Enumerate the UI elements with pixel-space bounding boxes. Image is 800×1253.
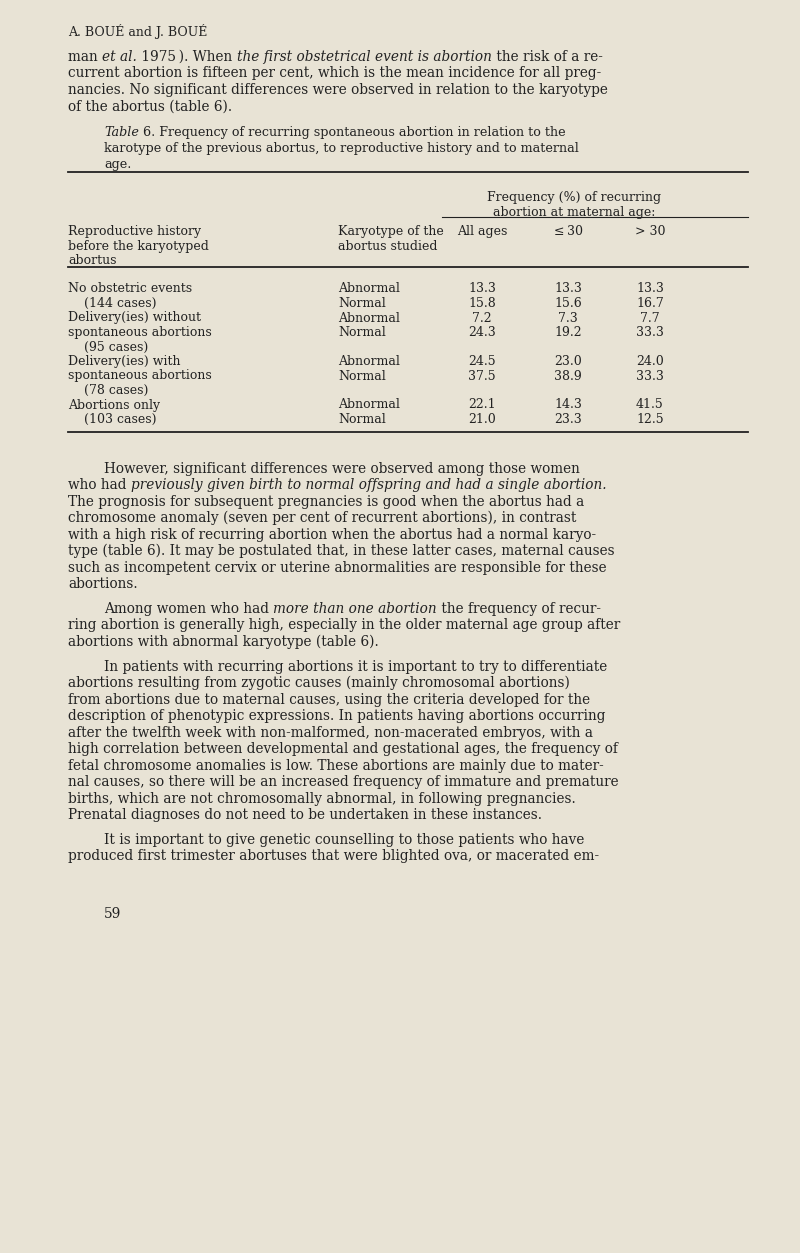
Text: Abortions only: Abortions only xyxy=(68,398,160,411)
Text: The prognosis for subsequent pregnancies is good when the abortus had a: The prognosis for subsequent pregnancies… xyxy=(68,495,584,509)
Text: more than one abortion: more than one abortion xyxy=(274,601,437,615)
Text: current abortion is fifteen per cent, which is the mean incidence for all preg-: current abortion is fifteen per cent, wh… xyxy=(68,66,602,80)
Text: However, significant differences were observed among those women: However, significant differences were ob… xyxy=(104,461,580,476)
Text: fetal chromosome anomalies is low. These abortions are mainly due to mater-: fetal chromosome anomalies is low. These… xyxy=(68,758,604,773)
Text: 13.3: 13.3 xyxy=(468,282,496,296)
Text: type (table 6). It may be postulated that, in these latter cases, maternal cause: type (table 6). It may be postulated tha… xyxy=(68,544,614,559)
Text: the frequency of recur-: the frequency of recur- xyxy=(437,601,601,615)
Text: Among women who had: Among women who had xyxy=(104,601,274,615)
Text: Normal: Normal xyxy=(338,370,386,382)
Text: Normal: Normal xyxy=(338,413,386,426)
Text: Frequency (%) of recurring: Frequency (%) of recurring xyxy=(487,192,661,204)
Text: nal causes, so there will be an increased frequency of immature and premature: nal causes, so there will be an increase… xyxy=(68,776,618,789)
Text: from abortions due to maternal causes, using the criteria developed for the: from abortions due to maternal causes, u… xyxy=(68,693,590,707)
Text: 23.3: 23.3 xyxy=(554,413,582,426)
Text: 7.3: 7.3 xyxy=(558,312,578,325)
Text: 33.3: 33.3 xyxy=(636,370,664,382)
Text: 12.5: 12.5 xyxy=(636,413,664,426)
Text: 13.3: 13.3 xyxy=(554,282,582,296)
Text: after the twelfth week with non-malformed, non-macerated embryos, with a: after the twelfth week with non-malforme… xyxy=(68,725,593,739)
Text: Karyotype of the: Karyotype of the xyxy=(338,226,444,238)
Text: who had: who had xyxy=(68,479,131,492)
Text: 16.7: 16.7 xyxy=(636,297,664,309)
Text: 38.9: 38.9 xyxy=(554,370,582,382)
Text: All ages: All ages xyxy=(457,226,507,238)
Text: karotype of the previous abortus, to reproductive history and to maternal: karotype of the previous abortus, to rep… xyxy=(104,142,579,155)
Text: In patients with recurring abortions it is important to try to differentiate: In patients with recurring abortions it … xyxy=(104,659,607,674)
Text: 24.3: 24.3 xyxy=(468,326,496,340)
Text: 37.5: 37.5 xyxy=(468,370,496,382)
Text: the first obstetrical event is abortion: the first obstetrical event is abortion xyxy=(237,50,491,64)
Text: 6. Frequency of recurring spontaneous abortion in relation to the: 6. Frequency of recurring spontaneous ab… xyxy=(139,125,566,139)
Text: (103 cases): (103 cases) xyxy=(68,413,157,426)
Text: spontaneous abortions: spontaneous abortions xyxy=(68,326,212,340)
Text: abortions with abnormal karyotype (table 6).: abortions with abnormal karyotype (table… xyxy=(68,635,378,649)
Text: Abnormal: Abnormal xyxy=(338,398,400,411)
Text: 14.3: 14.3 xyxy=(554,398,582,411)
Text: produced first trimester abortuses that were blighted ova, or macerated em-: produced first trimester abortuses that … xyxy=(68,850,599,863)
Text: with a high risk of recurring abortion when the abortus had a normal karyo-: with a high risk of recurring abortion w… xyxy=(68,528,596,541)
Text: Abnormal: Abnormal xyxy=(338,282,400,296)
Text: the risk of a re-: the risk of a re- xyxy=(491,50,602,64)
Text: ring abortion is generally high, especially in the older maternal age group afte: ring abortion is generally high, especia… xyxy=(68,618,620,633)
Text: births, which are not chromosomally abnormal, in following pregnancies.: births, which are not chromosomally abno… xyxy=(68,792,576,806)
Text: high correlation between developmental and gestational ages, the frequency of: high correlation between developmental a… xyxy=(68,742,618,756)
Text: 24.5: 24.5 xyxy=(468,355,496,368)
Text: of the abortus (table 6).: of the abortus (table 6). xyxy=(68,99,232,114)
Text: 41.5: 41.5 xyxy=(636,398,664,411)
Text: 15.6: 15.6 xyxy=(554,297,582,309)
Text: 15.8: 15.8 xyxy=(468,297,496,309)
Text: A. BOUÉ and J. BOUÉ: A. BOUÉ and J. BOUÉ xyxy=(68,24,207,39)
Text: 7.7: 7.7 xyxy=(640,312,660,325)
Text: 24.0: 24.0 xyxy=(636,355,664,368)
Text: abortion at maternal age:: abortion at maternal age: xyxy=(493,205,655,219)
Text: Normal: Normal xyxy=(338,326,386,340)
Text: age.: age. xyxy=(104,158,131,170)
Text: (95 cases): (95 cases) xyxy=(68,341,148,353)
Text: 23.0: 23.0 xyxy=(554,355,582,368)
Text: ≤ 30: ≤ 30 xyxy=(554,226,582,238)
Text: 21.0: 21.0 xyxy=(468,413,496,426)
Text: previously given birth to normal offspring and had a single abortion.: previously given birth to normal offspri… xyxy=(131,479,606,492)
Text: Delivery(ies) without: Delivery(ies) without xyxy=(68,312,201,325)
Text: Abnormal: Abnormal xyxy=(338,312,400,325)
Text: No obstetric events: No obstetric events xyxy=(68,282,192,296)
Text: chromosome anomaly (seven per cent of recurrent abortions), in contrast: chromosome anomaly (seven per cent of re… xyxy=(68,511,576,525)
Text: (144 cases): (144 cases) xyxy=(68,297,157,309)
Text: 22.1: 22.1 xyxy=(468,398,496,411)
Text: Abnormal: Abnormal xyxy=(338,355,400,368)
Text: nancies. No significant differences were observed in relation to the karyotype: nancies. No significant differences were… xyxy=(68,83,608,96)
Text: description of phenotypic expressions. In patients having abortions occurring: description of phenotypic expressions. I… xyxy=(68,709,606,723)
Text: abortus studied: abortus studied xyxy=(338,239,438,253)
Text: Reproductive history: Reproductive history xyxy=(68,226,201,238)
Text: It is important to give genetic counselling to those patients who have: It is important to give genetic counsell… xyxy=(104,833,584,847)
Text: abortions.: abortions. xyxy=(68,578,138,591)
Text: 13.3: 13.3 xyxy=(636,282,664,296)
Text: before the karyotyped: before the karyotyped xyxy=(68,239,209,253)
Text: 7.2: 7.2 xyxy=(472,312,492,325)
Text: Prenatal diagnoses do not need to be undertaken in these instances.: Prenatal diagnoses do not need to be und… xyxy=(68,808,542,822)
Text: man: man xyxy=(68,50,102,64)
Text: et al.: et al. xyxy=(102,50,137,64)
Text: 19.2: 19.2 xyxy=(554,326,582,340)
Text: spontaneous abortions: spontaneous abortions xyxy=(68,370,212,382)
Text: Table: Table xyxy=(104,125,139,139)
Text: Delivery(ies) with: Delivery(ies) with xyxy=(68,355,181,368)
Text: Normal: Normal xyxy=(338,297,386,309)
Text: > 30: > 30 xyxy=(634,226,666,238)
Text: such as incompetent cervix or uterine abnormalities are responsible for these: such as incompetent cervix or uterine ab… xyxy=(68,560,606,575)
Text: abortions resulting from zygotic causes (mainly chromosomal abortions): abortions resulting from zygotic causes … xyxy=(68,677,570,690)
Text: 1975 ). When: 1975 ). When xyxy=(137,50,237,64)
Text: (78 cases): (78 cases) xyxy=(68,383,148,397)
Text: 33.3: 33.3 xyxy=(636,326,664,340)
Text: 59: 59 xyxy=(104,907,122,921)
Text: abortus: abortus xyxy=(68,254,117,267)
